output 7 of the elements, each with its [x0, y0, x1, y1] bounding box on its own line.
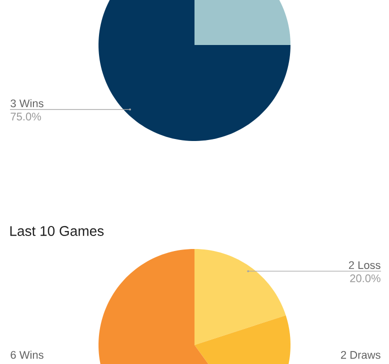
chart-title: Last 10 Games	[10, 226, 104, 236]
slice-label: 6 Wins	[10, 350, 44, 359]
data-label: 20.0%	[350, 274, 380, 282]
data-label: 75.0%	[10, 112, 41, 120]
slice-label: 3 Wins	[10, 99, 44, 108]
slice-label: 2 Loss	[348, 261, 380, 270]
slice-label: 2 Draws	[341, 351, 380, 359]
